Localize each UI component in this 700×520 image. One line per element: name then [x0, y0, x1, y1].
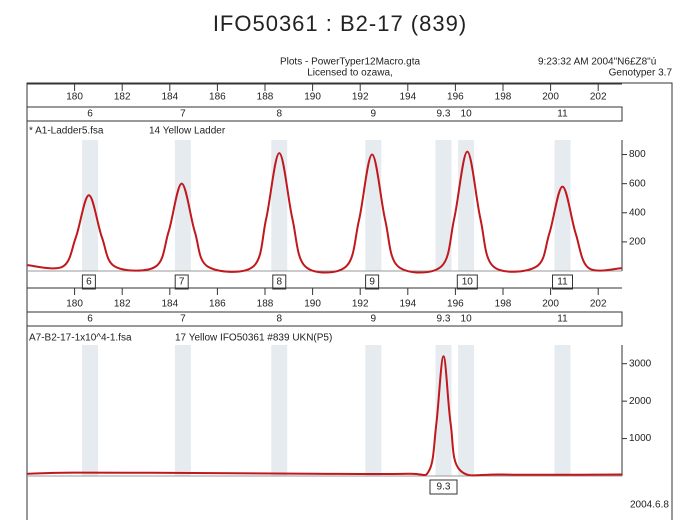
bin-shade	[271, 140, 288, 271]
bin-row	[26, 106, 623, 122]
y-tick-label: 200	[629, 237, 646, 248]
bin-shade	[458, 345, 475, 476]
x-tick-label: 202	[590, 299, 607, 310]
x-tick-label: 188	[257, 299, 274, 310]
y-tick-label: 1000	[629, 433, 652, 444]
y-tick-label: 400	[629, 207, 646, 218]
x-tick-label: 180	[66, 92, 83, 103]
x-tick-label: 180	[66, 299, 83, 310]
plot-file: Plots - PowerTyper12Macro.gta	[280, 57, 420, 68]
bin-shade	[82, 140, 99, 271]
x-tick-label: 182	[114, 92, 131, 103]
bin-label: 7	[180, 314, 186, 325]
x-tick-label: 196	[447, 92, 464, 103]
bin-shade	[82, 345, 99, 476]
bin-shade	[458, 140, 475, 271]
x-tick-label: 188	[257, 92, 274, 103]
y-tick-label: 600	[629, 178, 646, 189]
bin-label: 7	[180, 109, 186, 120]
allele-label: 6	[86, 277, 92, 288]
x-tick-label: 202	[590, 92, 607, 103]
x-tick-label: 184	[161, 299, 178, 310]
bin-shade	[174, 140, 191, 271]
app-name: Genotyper 3.7	[609, 68, 673, 79]
x-tick-label: 184	[161, 92, 178, 103]
allele-box	[429, 479, 458, 495]
allele-label: 11	[557, 277, 568, 288]
dye-info: 14 Yellow Ladder	[149, 126, 226, 137]
x-tick-label: 198	[495, 299, 512, 310]
x-tick-label: 186	[209, 299, 226, 310]
x-tick-label: 186	[209, 92, 226, 103]
x-tick-label: 190	[304, 92, 321, 103]
allele-box	[174, 274, 189, 290]
trace	[26, 150, 623, 274]
y-tick-label: 2000	[629, 396, 652, 407]
bin-label: 6	[87, 109, 93, 120]
bin-label: 11	[557, 314, 568, 325]
sample-name: A7-B2-17-1x10^4-1.fsa	[29, 333, 132, 344]
x-tick-label: 198	[495, 92, 512, 103]
y-tick-label: 3000	[629, 358, 652, 369]
bin-shade	[365, 140, 382, 271]
bin-shade	[554, 140, 571, 271]
x-tick-label: 196	[447, 299, 464, 310]
x-tick-label: 190	[304, 299, 321, 310]
allele-label: 10	[462, 277, 474, 288]
x-tick-label: 182	[114, 299, 131, 310]
trace	[26, 355, 623, 477]
date: 2004.6.8	[630, 500, 669, 511]
allele-box	[456, 274, 478, 290]
bin-label: 9.3	[437, 314, 451, 325]
x-tick-label: 194	[399, 92, 416, 103]
bin-shade	[365, 345, 382, 476]
allele-box	[552, 274, 573, 290]
allele-label: 8	[276, 277, 282, 288]
bin-row	[26, 311, 623, 327]
x-tick-label: 194	[399, 299, 416, 310]
x-tick-label: 192	[352, 92, 369, 103]
page-title: IFO50361 : B2-17 (839)	[213, 11, 467, 36]
bin-label: 8	[276, 314, 282, 325]
allele-box	[365, 274, 380, 290]
bin-label: 8	[276, 109, 282, 120]
sample-name: * A1-Ladder5.fsa	[29, 126, 104, 137]
allele-box	[272, 274, 287, 290]
bin-shade	[271, 345, 288, 476]
bin-shade	[174, 345, 191, 476]
x-tick-label: 200	[542, 299, 559, 310]
timestamp: 9:23:32 AM 2004"N6£Z8"ú	[538, 57, 656, 68]
x-tick-label: 200	[542, 92, 559, 103]
page-frame	[26, 82, 673, 520]
bin-label: 9.3	[437, 109, 451, 120]
allele-label: 9	[369, 277, 375, 288]
allele-label: 7	[179, 277, 185, 288]
bin-label: 10	[461, 109, 473, 120]
bin-label: 11	[557, 109, 568, 120]
bin-label: 6	[87, 314, 93, 325]
dye-info: 17 Yellow IFO50361 #839 UKN(P5)	[175, 333, 332, 344]
x-tick-label: 192	[352, 299, 369, 310]
bin-label: 10	[461, 314, 473, 325]
y-tick-label: 800	[629, 149, 646, 160]
bin-shade	[554, 345, 571, 476]
bin-label: 9	[371, 314, 377, 325]
license: Licensed to ozawa,	[307, 68, 393, 79]
allele-box	[81, 274, 96, 290]
allele-label: 9.3	[437, 482, 451, 493]
bin-label: 9	[371, 109, 377, 120]
bin-shade	[435, 140, 452, 271]
